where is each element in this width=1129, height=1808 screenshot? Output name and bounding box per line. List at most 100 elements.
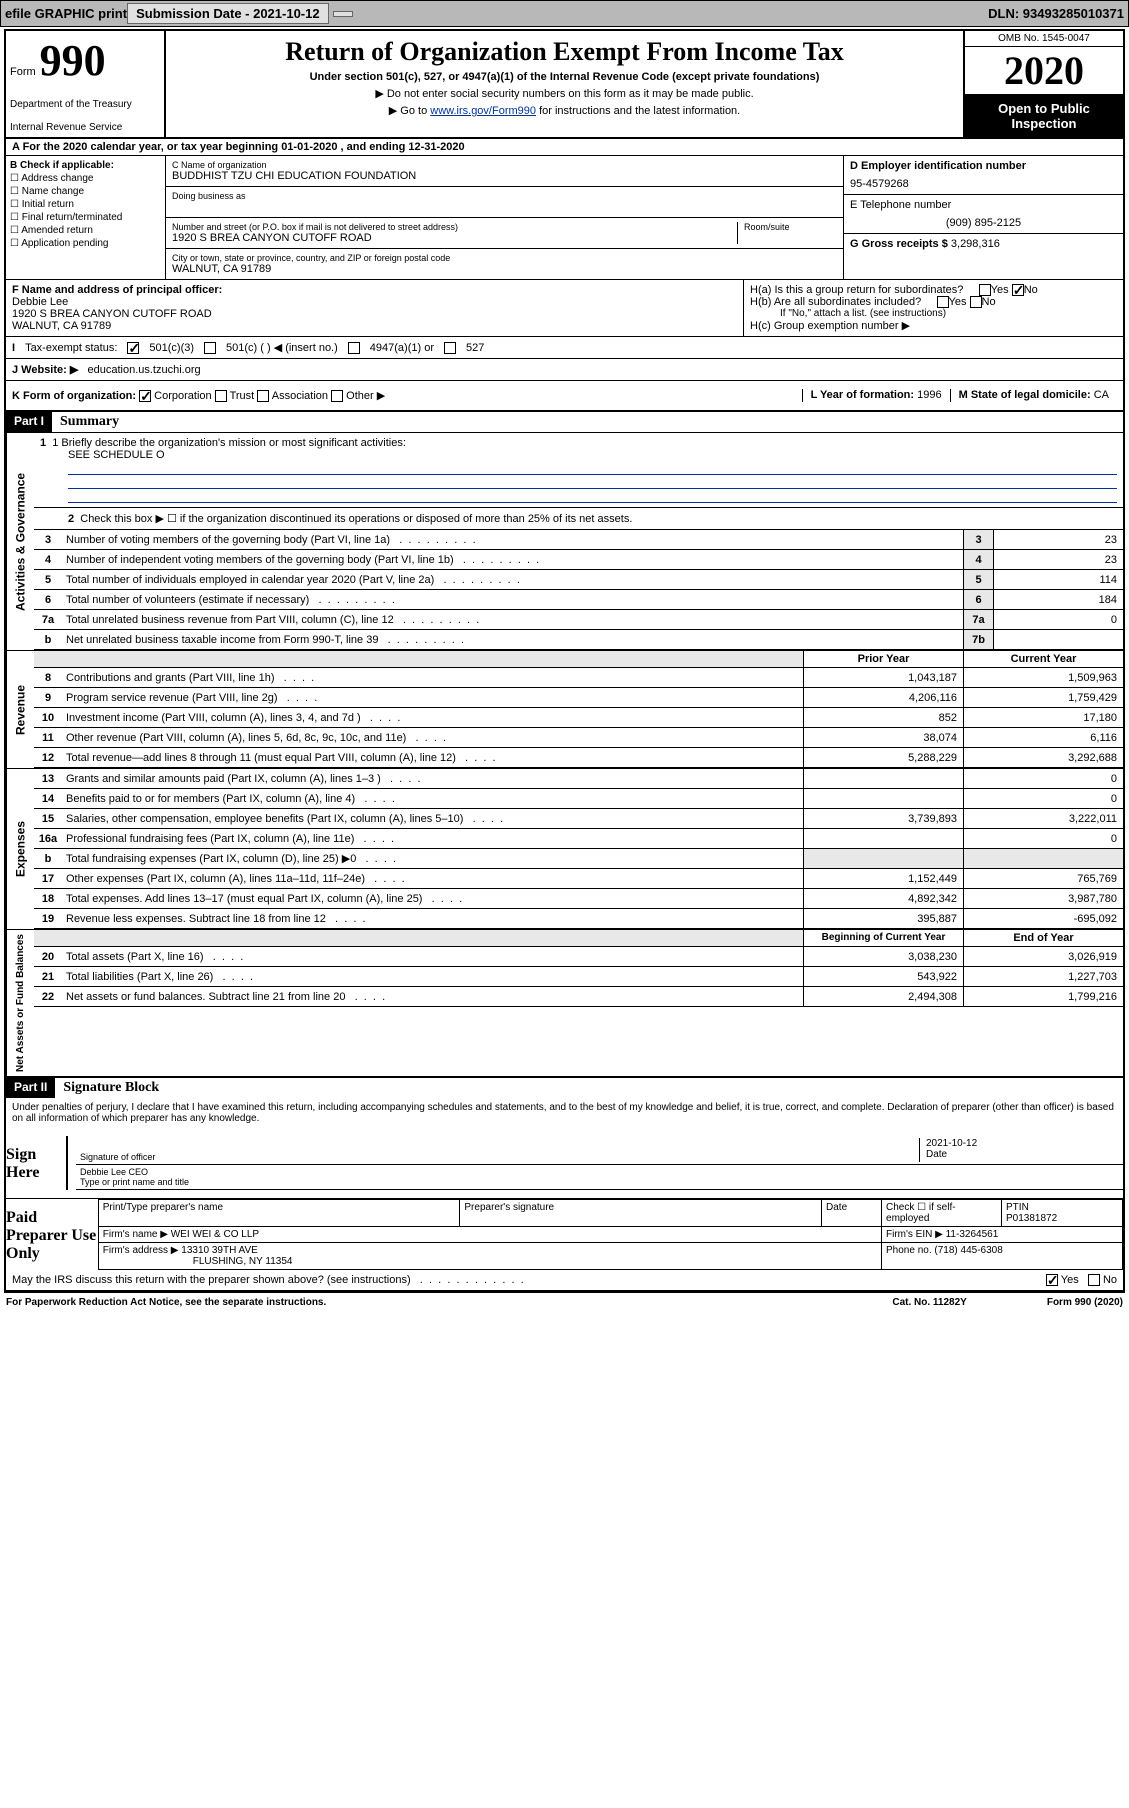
prep-row3: Firm's address ▶ 13310 39TH AVEFLUSHING,… [99,1243,1122,1269]
may-no-lbl: No [1103,1274,1117,1286]
chk-other perspectives[interactable] [331,390,343,402]
org-name: BUDDHIST TZU CHI EDUCATION FOUNDATION [172,170,837,182]
may-no[interactable] [1088,1274,1100,1286]
chk-501c3[interactable] [127,342,139,354]
gov-section: Activities & Governance 1 1 Briefly desc… [6,433,1123,651]
row-a-period: A For the 2020 calendar year, or tax yea… [6,139,1123,156]
org-name-field: C Name of organization BUDDHIST TZU CHI … [166,156,843,187]
mission-lbl: 1 Briefly describe the organization's mi… [52,437,406,449]
chk-pending[interactable]: ☐ Application pending [10,238,161,249]
row-f: F Name and address of principal officer:… [6,280,1123,337]
addr-lbl: Number and street (or P.O. box if mail i… [172,222,737,232]
chk-initial-lbl: Initial return [22,199,74,210]
note-link: ▶ Go to www.irs.gov/Form990 for instruct… [172,104,957,117]
pt-name-lbl: Print/Type preparer's name [103,1202,223,1213]
sign-here-lbl: Sign Here [6,1136,66,1182]
firm-addr2: FLUSHING, NY 11354 [193,1256,293,1267]
part1-header: Part I Summary [6,412,1123,433]
hb-lbl: H(b) Are all subordinates included? [750,296,921,308]
gov-line: 5Total number of individuals employed in… [34,570,1123,590]
chk-assoc[interactable] [257,390,269,402]
sign-here-row: Sign Here Signature of officer 2021-10-1… [6,1136,1123,1190]
row-j-website: J Website: ▶ education.us.tzuchi.org [6,359,1123,381]
row-i-status: I Tax-exempt status: 501(c)(3) 501(c) ( … [6,337,1123,359]
irs-link[interactable]: www.irs.gov/Form990 [430,105,536,117]
ha-yes[interactable] [979,284,991,296]
gross-val: 3,298,316 [951,238,1000,250]
mission-val: SEE SCHEDULE O [68,449,1117,461]
hb-yes[interactable] [937,296,949,308]
chk-name[interactable]: ☐ Name change [10,186,161,197]
chk-501c[interactable] [204,342,216,354]
net-content: Beginning of Current Year End of Year 20… [34,930,1123,1076]
firm-name-lbl: Firm's name ▶ [103,1229,168,1240]
opt-501c: 501(c) ( ) ◀ (insert no.) [226,341,338,354]
may-yes[interactable] [1046,1274,1058,1286]
gov-line: bNet unrelated business taxable income f… [34,630,1123,650]
chk-527[interactable] [444,342,456,354]
return-title: Return of Organization Exempt From Incom… [172,37,957,67]
no-lbl: No [1024,284,1038,296]
tel-field: E Telephone number (909) 895-2125 [844,195,1123,234]
addr-field: Number and street (or P.O. box if mail i… [166,218,843,249]
ptin-val: P01381872 [1006,1213,1057,1224]
omb-number: OMB No. 1545-0047 [965,31,1123,47]
website-lbl: J Website: ▶ [12,364,78,376]
header: Form 990 Department of the Treasury Inte… [6,31,1123,139]
dln: DLN: 93493285010371 [988,6,1124,21]
top-bar: efile GRAPHIC print Submission Date - 20… [0,0,1129,27]
data-line: 11Other revenue (Part VIII, column (A), … [34,728,1123,748]
data-line: 22Net assets or fund balances. Subtract … [34,987,1123,1007]
phone-val: (718) 445-6308 [934,1245,1002,1256]
chk-corp[interactable] [139,390,151,402]
col-b-checkboxes: B Check if applicable: ☐ Address change … [6,156,166,279]
gov-content: 1 1 Briefly describe the organization's … [34,433,1123,650]
hb-no[interactable] [970,296,982,308]
firm-name-val: WEI WEI & CO LLP [171,1229,259,1240]
form-body: Form 990 Department of the Treasury Inte… [4,29,1125,1293]
opt-other: Other ▶ [346,390,385,402]
gov-line: 3Number of voting members of the governi… [34,530,1123,550]
col-b-title: B Check if applicable: [10,160,114,171]
paid-prep-row: Paid Preparer Use Only Print/Type prepar… [6,1198,1123,1270]
net-label: Net Assets or Fund Balances [6,930,34,1076]
rev-label: Revenue [6,651,34,768]
year-form-lbl: L Year of formation: [811,389,915,401]
ein-field: D Employer identification number 95-4579… [844,156,1123,195]
header-mid: Return of Organization Exempt From Incom… [166,31,963,137]
org-name-lbl: C Name of organization [172,160,837,170]
data-line: 10Investment income (Part VIII, column (… [34,708,1123,728]
net-col-hdr: Beginning of Current Year End of Year [34,930,1123,947]
officer-name: Debbie Lee [12,296,68,308]
gov-line: 7aTotal unrelated business revenue from … [34,610,1123,630]
part1-tag: Part I [6,412,52,432]
submission-date: Submission Date - 2021-10-12 [127,3,329,24]
data-line: 21Total liabilities (Part X, line 26) . … [34,967,1123,987]
website-val: education.us.tzuchi.org [88,364,201,376]
chk-initial[interactable]: ☐ Initial return [10,199,161,210]
chk-pending-lbl: Application pending [21,238,108,249]
part2-header: Part II Signature Block [6,1078,1123,1098]
chk-4947[interactable] [348,342,360,354]
chk-final[interactable]: ☐ Final return/terminated [10,212,161,223]
chk-trust[interactable] [215,390,227,402]
footer-row: For Paperwork Reduction Act Notice, see … [0,1295,1129,1310]
firm-addr-lbl: Firm's address ▶ [103,1245,179,1256]
sign-content: Signature of officer 2021-10-12Date Debb… [66,1136,1123,1190]
org-form-lbl: K Form of organization: [12,390,136,402]
org-form-right: L Year of formation: 1996 M State of leg… [802,389,1117,402]
prior-year-hdr: Prior Year [803,651,963,667]
data-line: 13Grants and similar amounts paid (Part … [34,769,1123,789]
sig-officer-lbl: Signature of officer [80,1152,155,1162]
chk-address[interactable]: ☐ Address change [10,173,161,184]
ha-no[interactable] [1012,284,1024,296]
prep-table: Print/Type preparer's name Preparer's si… [98,1199,1123,1270]
mission-box: 1 1 Briefly describe the organization's … [34,433,1123,508]
prep-row2: Firm's name ▶ WEI WEI & CO LLP Firm's EI… [99,1227,1122,1243]
part1-title: Summary [52,412,127,432]
exp-label: Expenses [6,769,34,929]
room-lbl: Room/suite [744,222,837,232]
chk-amended[interactable]: ☐ Amended return [10,225,161,236]
data-line: 17Other expenses (Part IX, column (A), l… [34,869,1123,889]
data-line: 14Benefits paid to or for members (Part … [34,789,1123,809]
